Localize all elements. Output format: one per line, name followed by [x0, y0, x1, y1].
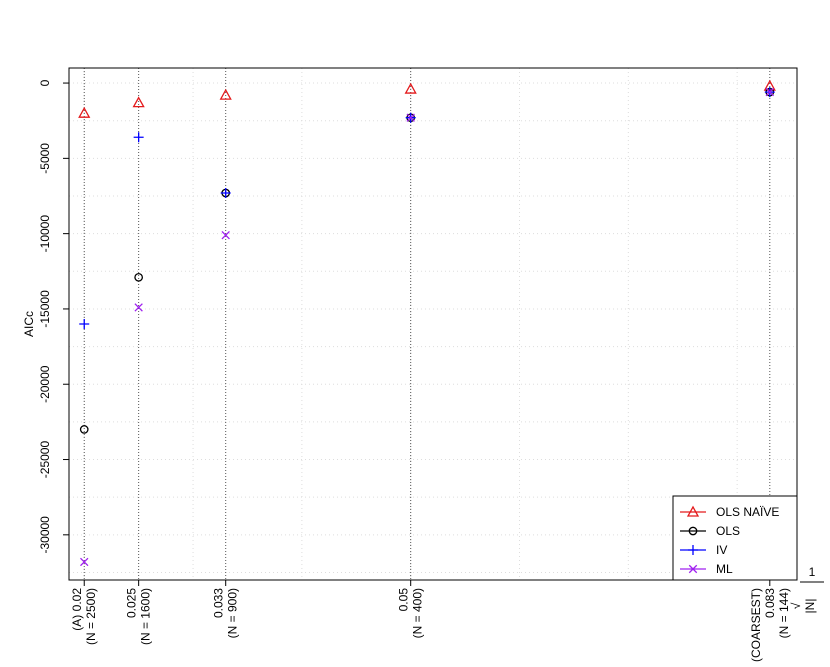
cross-marker	[134, 303, 143, 312]
legend-label: OLS	[716, 524, 740, 538]
data-point	[134, 303, 143, 312]
legend-item: OLS NAÏVE	[680, 505, 779, 519]
plot-frame	[68, 67, 798, 581]
data-point	[132, 96, 145, 108]
cross-marker	[688, 564, 698, 574]
circle-marker	[79, 425, 89, 434]
x-tick-label: 0.025	[125, 588, 139, 618]
y-tick-label: -20000	[38, 365, 52, 403]
series-ml	[80, 87, 775, 567]
data-point	[404, 82, 417, 94]
x-axis-label-numerator: 1	[809, 565, 816, 579]
series-ols	[79, 87, 775, 434]
x-tick-label: 0.033	[212, 588, 226, 618]
x-tick-label: 0.083	[763, 588, 777, 618]
circle-marker	[688, 526, 698, 536]
triangle-marker	[686, 505, 700, 517]
plus-marker	[79, 319, 90, 329]
plus-marker	[133, 132, 144, 143]
y-tick-label: 0	[38, 79, 52, 86]
circle-marker	[134, 272, 143, 282]
x-axis-label-radical: √	[789, 602, 803, 609]
data-point	[219, 88, 232, 100]
data-point	[220, 187, 231, 198]
x-tick-label: (N = 400)	[411, 588, 425, 638]
cross-marker	[765, 87, 775, 97]
x-tick-label: (N = 900)	[226, 588, 240, 638]
legend-item: ML	[680, 562, 733, 576]
cross-marker	[406, 113, 415, 122]
y-tick-label: -5000	[38, 143, 52, 174]
y-axis: 0 -5000 -10000 -15000 -20000 -25000 -30000	[38, 79, 69, 554]
x-tick-label: 0.05	[397, 588, 411, 612]
cross-marker	[221, 230, 230, 240]
data-point	[79, 425, 89, 434]
data-point	[406, 113, 415, 122]
legend-item: IV	[680, 543, 727, 557]
legend-label: ML	[716, 562, 733, 576]
series-ols-na-ve	[78, 79, 776, 118]
data-point	[80, 557, 89, 567]
cross-marker	[80, 557, 89, 567]
series-iv	[79, 87, 775, 329]
y-axis-label: AICc	[22, 311, 36, 337]
x-tick-label: (A) 0.02	[70, 588, 84, 631]
y-tick-label: -30000	[38, 516, 52, 554]
y-tick-label: -25000	[38, 441, 52, 479]
data-point	[133, 132, 144, 143]
x-axis-label: 1 √ |N|	[789, 565, 824, 613]
data-point	[78, 106, 91, 118]
x-axis: (A) 0.02 (N = 2500) 0.025 (N = 1600) 0.033 (N…	[70, 580, 791, 662]
data-point	[134, 272, 143, 282]
x-tick-label: (N = 144)	[777, 588, 791, 638]
x-axis-label-denominator: |N|	[803, 599, 817, 614]
x-tick-label: (N = 1600)	[139, 588, 153, 645]
triangle-marker	[219, 88, 232, 100]
y-tick-label: -15000	[38, 290, 52, 328]
legend-label: IV	[716, 543, 727, 557]
triangle-marker	[404, 82, 417, 94]
data-point	[221, 230, 230, 240]
legend-label: OLS NAÏVE	[716, 505, 779, 519]
x-tick-label: (COARSEST)	[749, 588, 763, 662]
legend: OLS NAÏVE OLS IV ML	[672, 495, 798, 581]
legend-box	[672, 495, 798, 581]
plus-marker	[220, 187, 231, 198]
legend-item: OLS	[680, 524, 740, 538]
triangle-marker	[78, 106, 91, 118]
plus-marker	[688, 545, 698, 555]
reference-lines	[83, 68, 771, 580]
x-tick-label: (N = 2500)	[84, 588, 98, 645]
data-points	[78, 79, 776, 567]
y-tick-label: -10000	[38, 215, 52, 253]
data-point	[79, 319, 90, 329]
data-point	[765, 87, 775, 97]
triangle-marker	[132, 96, 145, 108]
